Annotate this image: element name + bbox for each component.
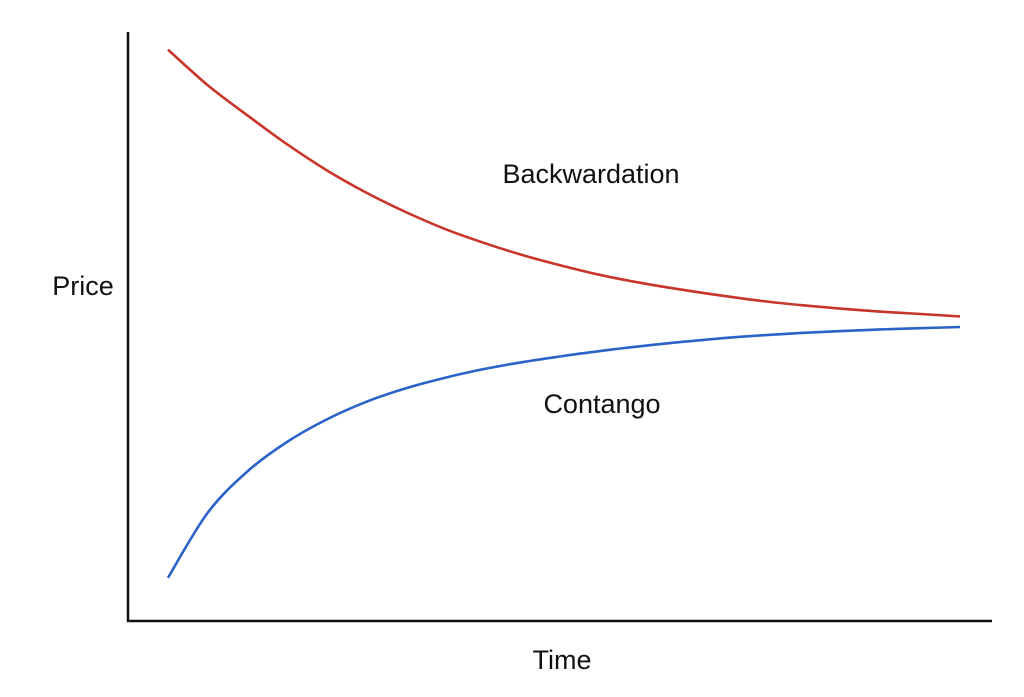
backwardation-label: Backwardation xyxy=(502,159,679,189)
y-axis-label: Price xyxy=(52,271,114,301)
contango-label: Contango xyxy=(543,389,660,419)
data-points xyxy=(167,48,962,579)
contango-line xyxy=(166,325,961,579)
x-axis-label: Time xyxy=(533,645,592,675)
backwardation-line xyxy=(167,48,961,318)
